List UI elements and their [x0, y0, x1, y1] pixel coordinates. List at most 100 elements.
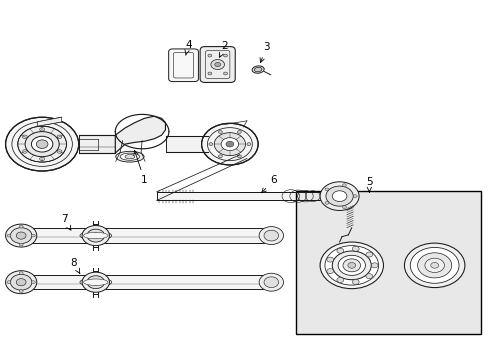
- Circle shape: [207, 72, 211, 75]
- Circle shape: [5, 271, 37, 294]
- Circle shape: [5, 224, 37, 247]
- Circle shape: [22, 135, 27, 139]
- Circle shape: [207, 54, 211, 57]
- Circle shape: [16, 232, 26, 239]
- Circle shape: [325, 188, 328, 191]
- FancyBboxPatch shape: [200, 46, 235, 82]
- Text: 1: 1: [134, 150, 147, 185]
- Polygon shape: [37, 117, 61, 126]
- Circle shape: [87, 229, 104, 242]
- Polygon shape: [31, 275, 264, 289]
- Circle shape: [82, 272, 109, 292]
- Ellipse shape: [125, 154, 135, 159]
- Circle shape: [342, 259, 360, 272]
- Circle shape: [40, 157, 44, 161]
- Circle shape: [57, 150, 62, 153]
- Circle shape: [264, 277, 278, 288]
- Text: 4: 4: [184, 40, 191, 55]
- Circle shape: [264, 230, 278, 241]
- Circle shape: [218, 155, 222, 158]
- Circle shape: [18, 126, 66, 162]
- Circle shape: [342, 184, 346, 186]
- Circle shape: [246, 143, 250, 145]
- Circle shape: [237, 131, 241, 134]
- Circle shape: [331, 191, 346, 202]
- Circle shape: [237, 155, 241, 158]
- Circle shape: [325, 186, 352, 206]
- Circle shape: [201, 123, 258, 165]
- Circle shape: [347, 262, 355, 268]
- Circle shape: [365, 252, 372, 257]
- Circle shape: [31, 136, 53, 152]
- Circle shape: [337, 255, 365, 275]
- Circle shape: [10, 274, 32, 290]
- Ellipse shape: [120, 153, 140, 160]
- Circle shape: [326, 269, 333, 274]
- Circle shape: [320, 182, 358, 211]
- Circle shape: [225, 141, 233, 147]
- Circle shape: [208, 143, 212, 145]
- Circle shape: [16, 279, 26, 286]
- Circle shape: [57, 135, 62, 139]
- Ellipse shape: [252, 66, 264, 73]
- FancyBboxPatch shape: [168, 49, 198, 82]
- Polygon shape: [157, 192, 320, 201]
- Ellipse shape: [83, 232, 108, 239]
- Circle shape: [326, 257, 333, 262]
- Circle shape: [7, 281, 11, 284]
- Circle shape: [10, 228, 32, 243]
- Circle shape: [336, 278, 343, 283]
- Bar: [295, 191, 480, 334]
- Circle shape: [259, 226, 283, 244]
- Circle shape: [214, 62, 220, 67]
- Circle shape: [352, 279, 358, 284]
- Polygon shape: [165, 136, 207, 152]
- Circle shape: [92, 233, 100, 238]
- Circle shape: [404, 243, 464, 288]
- Circle shape: [19, 290, 23, 293]
- Text: 3: 3: [260, 42, 269, 63]
- Ellipse shape: [116, 151, 144, 162]
- Polygon shape: [31, 228, 264, 243]
- Circle shape: [92, 279, 100, 285]
- Ellipse shape: [80, 231, 111, 240]
- Circle shape: [424, 258, 444, 273]
- Circle shape: [342, 206, 346, 208]
- Circle shape: [223, 72, 227, 75]
- Circle shape: [19, 243, 23, 246]
- Circle shape: [210, 59, 224, 69]
- Text: 6: 6: [261, 175, 277, 193]
- Circle shape: [40, 128, 44, 131]
- Circle shape: [31, 234, 35, 237]
- Circle shape: [331, 251, 370, 280]
- Ellipse shape: [83, 279, 108, 285]
- Circle shape: [36, 140, 48, 148]
- Ellipse shape: [254, 67, 262, 72]
- Polygon shape: [79, 135, 115, 153]
- Circle shape: [19, 272, 23, 275]
- Ellipse shape: [80, 278, 111, 287]
- Text: 8: 8: [70, 258, 80, 274]
- Circle shape: [221, 138, 238, 150]
- Circle shape: [325, 246, 378, 285]
- Circle shape: [214, 133, 245, 156]
- Circle shape: [19, 225, 23, 228]
- Circle shape: [218, 131, 222, 134]
- Circle shape: [370, 263, 377, 268]
- Circle shape: [325, 202, 328, 204]
- Circle shape: [365, 274, 372, 279]
- Circle shape: [25, 132, 59, 157]
- Text: 2: 2: [219, 41, 228, 57]
- Circle shape: [87, 276, 104, 289]
- Circle shape: [223, 54, 227, 57]
- Circle shape: [417, 253, 451, 278]
- Circle shape: [336, 248, 343, 253]
- Circle shape: [5, 117, 79, 171]
- Circle shape: [82, 226, 109, 246]
- Circle shape: [7, 234, 11, 237]
- Circle shape: [430, 262, 438, 268]
- Circle shape: [22, 150, 27, 153]
- Circle shape: [352, 246, 358, 251]
- Polygon shape: [115, 116, 165, 153]
- Circle shape: [31, 281, 35, 284]
